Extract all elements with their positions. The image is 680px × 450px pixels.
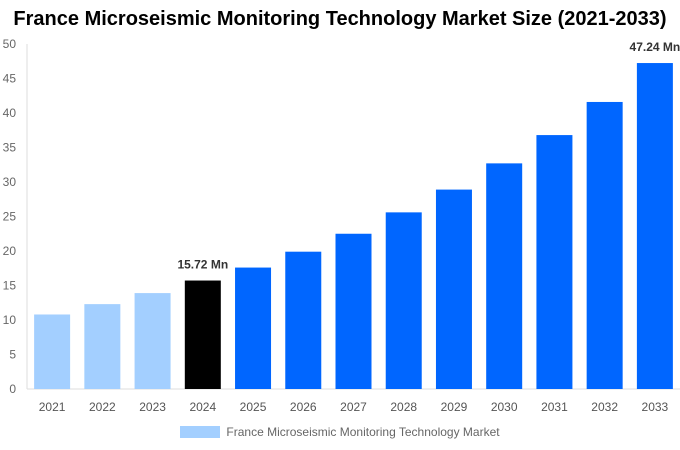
x-tick-label: 2026 (290, 400, 317, 414)
y-tick-label: 45 (3, 72, 17, 86)
y-tick-label: 0 (9, 382, 16, 396)
y-tick-label: 15 (3, 279, 17, 293)
y-tick-label: 50 (3, 37, 17, 51)
data-label: 15.72 Mn (177, 258, 228, 272)
x-tick-label: 2031 (541, 400, 568, 414)
y-tick-label: 30 (3, 175, 17, 189)
x-tick-label: 2029 (441, 400, 468, 414)
x-tick-label: 2021 (39, 400, 66, 414)
bar-2025 (235, 267, 272, 389)
x-tick-label: 2032 (591, 400, 618, 414)
chart-title: France Microseismic Monitoring Technolog… (13, 8, 667, 30)
legend-label: France Microseismic Monitoring Technolog… (226, 425, 500, 439)
data-label: 47.24 Mn (630, 40, 680, 54)
y-tick-label: 20 (3, 244, 17, 258)
legend: France Microseismic Monitoring Technolog… (0, 425, 680, 439)
bar-2030 (486, 163, 523, 389)
bar-2029 (435, 189, 472, 389)
bar-2023 (134, 293, 171, 389)
x-tick-label: 2025 (240, 400, 267, 414)
bar-2031 (536, 135, 573, 389)
x-tick-label: 2022 (89, 400, 116, 414)
bar-2032 (586, 101, 623, 390)
legend-swatch (180, 426, 221, 438)
y-tick-label: 5 (9, 348, 16, 362)
bar-2024 (184, 280, 221, 389)
y-tick-label: 10 (3, 313, 17, 327)
y-tick-label: 25 (3, 210, 17, 224)
x-tick-label: 2033 (642, 400, 669, 414)
bar-2027 (335, 233, 372, 389)
bar-2022 (84, 304, 121, 389)
bar-2021 (34, 314, 71, 389)
y-tick-label: 35 (3, 141, 17, 155)
x-tick-label: 2027 (340, 400, 367, 414)
y-tick-label: 40 (3, 106, 17, 120)
x-tick-label: 2024 (189, 400, 216, 414)
x-tick-label: 2030 (491, 400, 518, 414)
bar-2026 (285, 251, 322, 389)
bar-2028 (385, 212, 422, 389)
x-tick-label: 2023 (139, 400, 166, 414)
bar-2033 (636, 63, 673, 389)
x-tick-label: 2028 (390, 400, 417, 414)
